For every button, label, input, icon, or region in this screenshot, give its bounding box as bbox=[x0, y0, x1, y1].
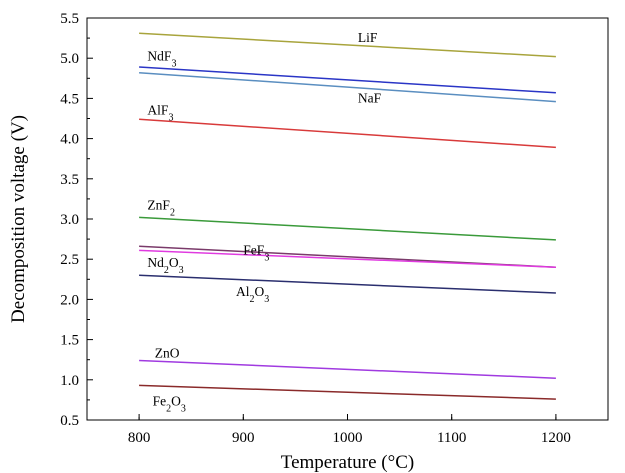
series-line-al2o3 bbox=[139, 274, 556, 294]
x-tick-label: 1100 bbox=[437, 430, 466, 446]
series-line-naf bbox=[139, 71, 556, 103]
series-label-fe2o3: Fe2O3 bbox=[153, 394, 186, 415]
series-line-znf2 bbox=[139, 216, 556, 241]
y-tick-label: 2.0 bbox=[60, 292, 79, 308]
y-tick-label: 2.5 bbox=[60, 252, 79, 268]
y-tick-label: 5.5 bbox=[60, 11, 79, 27]
series-label-ndf3: NdF3 bbox=[147, 49, 176, 70]
series-label-al2o3: Al2O3 bbox=[236, 284, 269, 305]
series-line-ndf3 bbox=[139, 66, 556, 94]
series-label-zno: ZnO bbox=[155, 345, 180, 360]
series-label-fef3: FeF3 bbox=[243, 242, 269, 263]
y-tick-label: 0.5 bbox=[60, 413, 79, 429]
x-axis-title: Temperature (°C) bbox=[281, 452, 414, 473]
y-tick-label: 3.0 bbox=[60, 212, 79, 228]
series-label-nd2o3: Nd2O3 bbox=[147, 255, 183, 276]
x-axis: 800 900 1000 1100 1200 bbox=[128, 414, 571, 446]
series-line-lif bbox=[139, 32, 556, 58]
y-axis-title: Decomposition voltage (V) bbox=[8, 115, 29, 323]
y-tick-label: 3.5 bbox=[60, 172, 79, 188]
x-tick-label: 1200 bbox=[541, 430, 571, 446]
x-tick-label: 1000 bbox=[333, 430, 363, 446]
y-axis: 0.5 1.0 1.5 2.0 2.5 3.0 3.5 4.0 4.5 5.0 5.5 bbox=[60, 11, 93, 429]
x-tick-label: 900 bbox=[232, 430, 255, 446]
series-label-naf: NaF bbox=[358, 90, 382, 105]
y-tick-label: 5.0 bbox=[60, 51, 79, 67]
y-tick-label: 1.0 bbox=[60, 373, 79, 389]
series-line-fe2o3 bbox=[139, 384, 556, 400]
series-label-znf2: ZnF2 bbox=[147, 197, 175, 218]
y-tick-label: 4.0 bbox=[60, 132, 79, 148]
series-label-alf3: AlF3 bbox=[147, 102, 173, 123]
series-line-zno bbox=[139, 359, 556, 379]
series-line-alf3 bbox=[139, 118, 556, 149]
y-tick-label: 4.5 bbox=[60, 91, 79, 107]
series-label-lif: LiF bbox=[358, 30, 378, 45]
series-layer bbox=[139, 32, 556, 400]
series-line-nd2o3 bbox=[139, 249, 556, 268]
y-tick-label: 1.5 bbox=[60, 333, 79, 349]
x-tick-label: 800 bbox=[128, 430, 151, 446]
series-labels: LiF NdF3 NaF AlF3 ZnF2 FeF3 Nd2O3 Al2O3 ZnO Fe2O3 bbox=[147, 30, 381, 414]
